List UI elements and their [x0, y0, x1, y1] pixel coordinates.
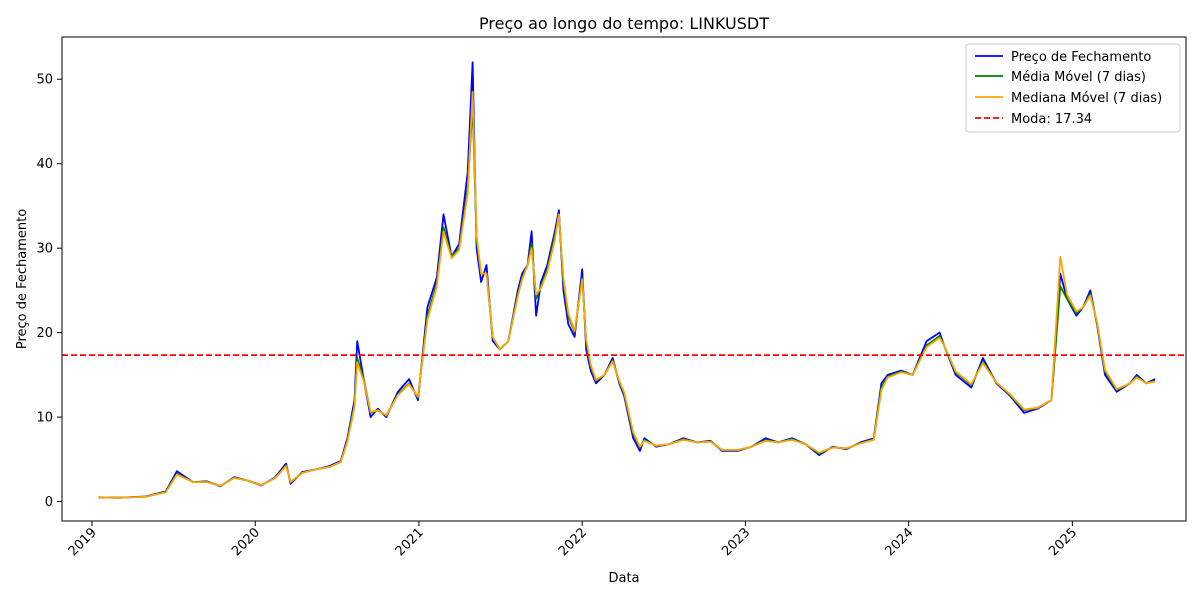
y-tick-label: 10 [36, 411, 53, 426]
series-layer [62, 61, 1186, 499]
x-tick-label: 2021 [393, 525, 427, 559]
y-tick-label: 50 [36, 73, 53, 88]
y-tick-label: 20 [36, 326, 53, 341]
x-axis-title: Data [608, 571, 639, 586]
legend-label-close: Preço de Fechamento [1011, 50, 1151, 65]
y-tick-label: 0 [45, 495, 53, 510]
legend: Preço de Fechamento Média Móvel (7 dias)… [965, 43, 1181, 133]
y-tick-label: 30 [36, 242, 53, 257]
x-tick-label: 2019 [66, 525, 100, 559]
x-tick-label: 2023 [719, 525, 753, 559]
plot-frame [61, 36, 1187, 522]
legend-label-mode: Moda: 17.34 [1011, 112, 1092, 127]
x-tick-label: 2020 [229, 525, 263, 559]
legend-label-median: Mediana Móvel (7 dias) [1011, 91, 1162, 106]
legend-box [965, 43, 1181, 133]
legend-label-mean: Média Móvel (7 dias) [1011, 70, 1146, 85]
series-line-moving-average [98, 103, 1156, 499]
y-axis-title: Preço de Fechamento [15, 209, 30, 349]
x-tick-label: 2024 [883, 525, 917, 559]
series-line-moving-median [98, 91, 1156, 499]
chart-title: Preço ao longo do tempo: LINKUSDT [479, 14, 769, 33]
axes: 0 10 20 30 40 50 2019 2020 2021 2022 2023 2024 2025 [36, 73, 1080, 559]
x-tick-label: 2022 [556, 525, 590, 559]
y-tick-label: 40 [36, 157, 53, 172]
x-tick-label: 2025 [1046, 525, 1080, 559]
